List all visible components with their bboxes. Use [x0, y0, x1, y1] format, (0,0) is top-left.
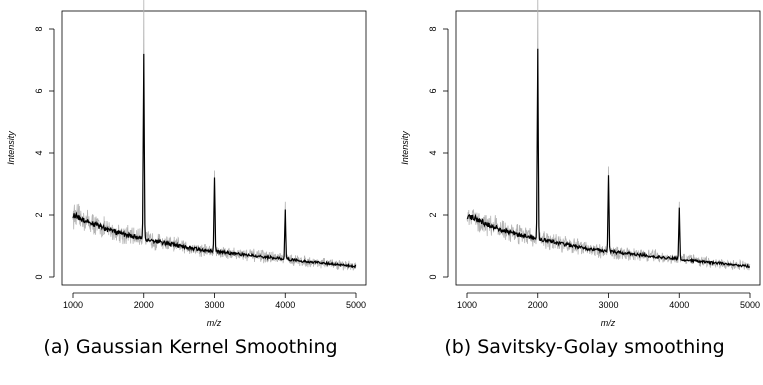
y-tick-label: 0	[34, 274, 44, 279]
chart-a-caption: (a) Gaussian Kernel Smoothing	[43, 336, 338, 358]
x-tick-label: 5000	[346, 300, 366, 310]
x-tick-label: 4000	[275, 300, 295, 310]
x-axis-title: m/z	[207, 318, 222, 328]
y-tick-label: 4	[34, 150, 44, 155]
y-tick-label: 0	[428, 274, 438, 279]
y-axis-title: Intensity	[400, 131, 410, 165]
x-tick-label: 5000	[740, 300, 760, 310]
y-tick-label: 8	[34, 26, 44, 31]
x-tick-label: 1000	[457, 300, 477, 310]
x-tick-label: 1000	[63, 300, 83, 310]
y-tick-label: 6	[428, 88, 438, 93]
y-tick-label: 8	[428, 26, 438, 31]
smoothed-spectrum-line	[72, 53, 356, 269]
y-tick-label: 2	[34, 212, 44, 217]
chart-a-svg: 1000 2000 3000 4000 5000 0 2 4 6 8 m/z Intensity	[6, 0, 367, 328]
x-tick-label: 2000	[134, 300, 154, 310]
chart-panel-b: 1000 2000 3000 4000 5000 0 2 4 6 8 m/z Intensity (b…	[394, 0, 763, 385]
plot-frame	[61, 10, 367, 286]
y-tick-label: 2	[428, 212, 438, 217]
raw-spectrum-line	[466, 0, 751, 271]
chart-b-caption: (b) Savitsky-Golay smoothing	[444, 336, 725, 358]
x-tick-label: 4000	[669, 300, 689, 310]
y-tick-label: 6	[34, 88, 44, 93]
chart-panel-a: 1000 2000 3000 4000 5000 0 2 4 6 8 m/z Intensity (a…	[0, 0, 381, 385]
y-tick-label: 4	[428, 150, 438, 155]
x-tick-label: 3000	[204, 300, 224, 310]
chart-b-svg: 1000 2000 3000 4000 5000 0 2 4 6 8 m/z Intensity	[400, 0, 761, 328]
y-axis-title: Intensity	[6, 131, 16, 165]
x-tick-label: 3000	[598, 300, 618, 310]
plot-frame	[455, 10, 761, 286]
x-axis-title: m/z	[601, 318, 616, 328]
smoothed-spectrum-line	[466, 48, 750, 269]
x-tick-label: 2000	[528, 300, 548, 310]
